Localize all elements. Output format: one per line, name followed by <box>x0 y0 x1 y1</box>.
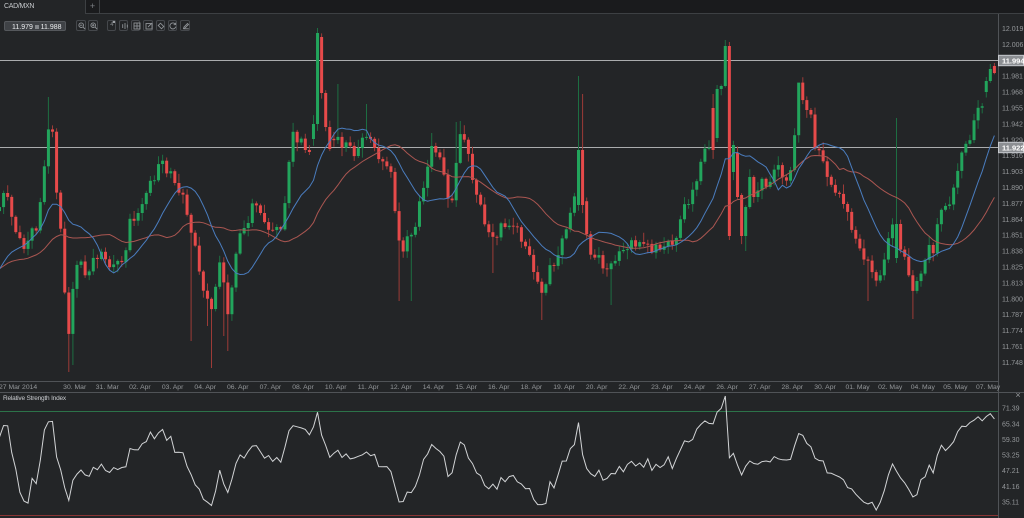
svg-text:11.748: 11.748 <box>1002 360 1023 367</box>
svg-text:35.11: 35.11 <box>1002 500 1019 507</box>
svg-text:28. Apr: 28. Apr <box>782 384 804 391</box>
svg-text:71.39: 71.39 <box>1002 406 1020 413</box>
svg-text:11. Apr: 11. Apr <box>358 384 380 391</box>
svg-text:04. May: 04. May <box>911 384 936 391</box>
svg-text:07. Apr: 07. Apr <box>260 384 282 391</box>
svg-text:59.30: 59.30 <box>1002 437 1020 444</box>
svg-text:×: × <box>1015 390 1020 400</box>
svg-text:15. Apr: 15. Apr <box>455 384 477 391</box>
svg-text:11.903: 11.903 <box>1002 169 1023 176</box>
svg-text:11.968: 11.968 <box>1002 90 1023 97</box>
svg-text:27 Mar 2014: 27 Mar 2014 <box>0 384 37 391</box>
svg-text:11.922: 11.922 <box>1002 143 1024 152</box>
svg-text:18. Apr: 18. Apr <box>521 384 543 391</box>
svg-text:07. May: 07. May <box>976 384 1001 391</box>
svg-text:20. Apr: 20. Apr <box>586 384 608 391</box>
svg-text:65.34: 65.34 <box>1002 421 1020 428</box>
svg-text:23. Apr: 23. Apr <box>651 384 673 391</box>
svg-text:11.825: 11.825 <box>1002 265 1023 272</box>
svg-text:02. May: 02. May <box>878 384 903 391</box>
svg-text:03. Apr: 03. Apr <box>162 384 184 391</box>
svg-text:11.864: 11.864 <box>1002 217 1023 224</box>
svg-text:53.25: 53.25 <box>1002 453 1020 460</box>
svg-text:14. Apr: 14. Apr <box>423 384 445 391</box>
svg-text:31. Mar: 31. Mar <box>96 384 120 391</box>
svg-text:12.006: 12.006 <box>1002 42 1024 49</box>
svg-text:16. Apr: 16. Apr <box>488 384 510 391</box>
svg-text:11.994: 11.994 <box>1002 56 1024 65</box>
svg-text:05. May: 05. May <box>943 384 968 391</box>
svg-text:11.890: 11.890 <box>1002 185 1023 192</box>
svg-text:11.851: 11.851 <box>1002 233 1023 240</box>
svg-text:11.981: 11.981 <box>1002 74 1023 81</box>
svg-text:12. Apr: 12. Apr <box>390 384 412 391</box>
svg-text:11.877: 11.877 <box>1002 201 1023 208</box>
svg-text:12.019: 12.019 <box>1002 26 1024 33</box>
svg-text:Relative Strength Index: Relative Strength Index <box>3 395 67 402</box>
svg-text:11.955: 11.955 <box>1002 106 1023 113</box>
svg-text:10. Apr: 10. Apr <box>325 384 347 391</box>
svg-text:06. Apr: 06. Apr <box>227 384 249 391</box>
svg-text:11.813: 11.813 <box>1002 280 1023 287</box>
svg-text:04. Apr: 04. Apr <box>194 384 216 391</box>
svg-text:11.929: 11.929 <box>1002 137 1023 144</box>
svg-text:01. May: 01. May <box>846 384 871 391</box>
svg-text:11.942: 11.942 <box>1002 121 1023 128</box>
svg-text:11.761: 11.761 <box>1002 344 1023 351</box>
svg-text:11.774: 11.774 <box>1002 328 1023 335</box>
svg-text:27. Apr: 27. Apr <box>749 384 771 391</box>
svg-text:47.21: 47.21 <box>1002 468 1020 475</box>
svg-text:22. Apr: 22. Apr <box>618 384 640 391</box>
svg-text:30. Mar: 30. Mar <box>63 384 87 391</box>
svg-text:26. Apr: 26. Apr <box>716 384 738 391</box>
svg-text:24. Apr: 24. Apr <box>684 384 706 391</box>
svg-text:41.16: 41.16 <box>1002 484 1020 491</box>
svg-text:08. Apr: 08. Apr <box>292 384 314 391</box>
svg-text:11.800: 11.800 <box>1002 296 1023 303</box>
svg-text:11.787: 11.787 <box>1002 312 1023 319</box>
svg-text:02. Apr: 02. Apr <box>129 384 151 391</box>
svg-text:19. Apr: 19. Apr <box>553 384 575 391</box>
svg-text:11.838: 11.838 <box>1002 249 1023 256</box>
svg-text:11.916: 11.916 <box>1002 153 1023 160</box>
svg-text:30. Apr: 30. Apr <box>814 384 836 391</box>
